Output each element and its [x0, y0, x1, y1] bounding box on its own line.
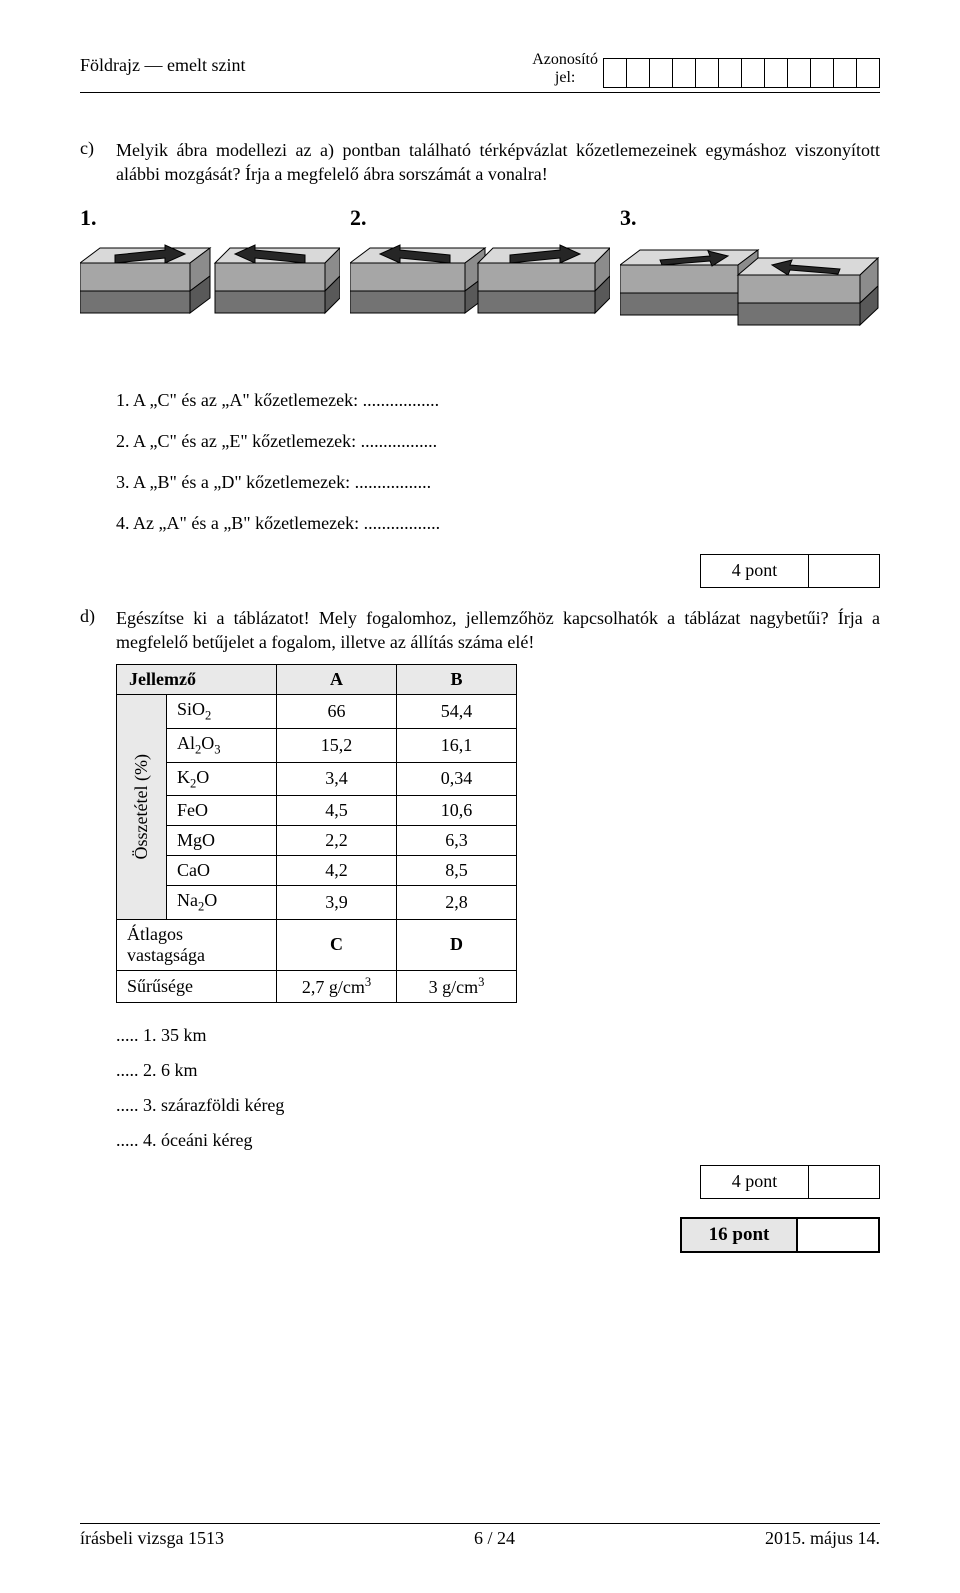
table-cell: 2,7 g/cm3 — [277, 970, 397, 1002]
table-cell: 3 g/cm3 — [397, 970, 517, 1002]
fill-item-4[interactable]: ..... 4. óceáni kéreg — [116, 1130, 880, 1151]
table-head-b: B — [397, 665, 517, 695]
points-box-4a: 4 pont — [700, 554, 880, 588]
id-cell[interactable] — [718, 58, 742, 88]
table-thickness-label: Átlagos vastagsága — [117, 919, 277, 970]
id-cell[interactable] — [626, 58, 650, 88]
table-cell: C — [277, 919, 397, 970]
table-row-label: FeO — [167, 796, 277, 826]
diagram-1: 1. — [80, 205, 340, 348]
id-cell[interactable] — [695, 58, 719, 88]
table-row-label: Na2O — [167, 886, 277, 920]
question-c-text: Melyik ábra modellezi az a) pontban talá… — [116, 138, 880, 187]
points-blank-total[interactable] — [798, 1219, 878, 1251]
table-cell: 54,4 — [397, 695, 517, 729]
id-cell[interactable] — [787, 58, 811, 88]
table-cell: 4,5 — [277, 796, 397, 826]
fill-item-3[interactable]: ..... 3. szárazföldi kéreg — [116, 1095, 880, 1116]
id-grid[interactable] — [604, 58, 880, 88]
answer-line-1[interactable]: 1. A „C" és az „A" kőzetlemezek: .......… — [116, 390, 880, 411]
composition-table: Jellemző A B Összetétel (%) SiO2 66 54,4… — [116, 664, 517, 1002]
points-label: 4 pont — [701, 1166, 809, 1198]
table-cell: D — [397, 919, 517, 970]
diagram-3: 3. — [620, 205, 880, 348]
id-cell[interactable] — [833, 58, 857, 88]
points-blank[interactable] — [809, 555, 879, 587]
table-cell: 66 — [277, 695, 397, 729]
answer-line-4[interactable]: 4. Az „A" és a „B" kőzetlemezek: .......… — [116, 513, 880, 534]
id-label-line1: Azonosító — [532, 51, 598, 68]
diagram-3-label: 3. — [620, 205, 880, 231]
table-cell: 3,9 — [277, 886, 397, 920]
question-d-text: Egészítse ki a táblázatot! Mely fogalomh… — [116, 606, 880, 655]
answer-lines: 1. A „C" és az „A" kőzetlemezek: .......… — [116, 390, 880, 534]
table-row-label: CaO — [167, 856, 277, 886]
id-block: Azonosító jel: — [532, 55, 880, 90]
plate-diagram-1-svg — [80, 233, 340, 348]
id-label-line2: jel: — [555, 69, 575, 86]
footer-center: 6 / 24 — [474, 1528, 515, 1549]
id-cell[interactable] — [856, 58, 880, 88]
table-row-label: SiO2 — [167, 695, 277, 729]
points-blank[interactable] — [809, 1166, 879, 1198]
diagram-1-label: 1. — [80, 205, 340, 231]
table-row-label: K2O — [167, 762, 277, 796]
question-c-marker: c) — [80, 138, 116, 187]
footer-left: írásbeli vizsga 1513 — [80, 1528, 224, 1549]
table-row-label: MgO — [167, 826, 277, 856]
table-cell: 10,6 — [397, 796, 517, 826]
thickness-l1: Átlagos — [127, 924, 183, 944]
diagrams-row: 1. 2. — [80, 205, 880, 348]
fill-item-1[interactable]: ..... 1. 35 km — [116, 1025, 880, 1046]
question-d-marker: d) — [80, 606, 116, 655]
table-cell: 0,34 — [397, 762, 517, 796]
fill-item-2[interactable]: ..... 2. 6 km — [116, 1060, 880, 1081]
page-header: Földrajz — emelt szint Azonosító jel: — [80, 55, 880, 93]
points-box-4b: 4 pont — [700, 1165, 880, 1199]
table-cell: 16,1 — [397, 728, 517, 762]
table-cell: 6,3 — [397, 826, 517, 856]
points-label-total: 16 pont — [682, 1219, 798, 1251]
table-row-label: Al2O3 — [167, 728, 277, 762]
page-footer: írásbeli vizsga 1513 6 / 24 2015. május … — [80, 1523, 880, 1549]
question-d-row: d) Egészítse ki a táblázatot! Mely fogal… — [80, 606, 880, 655]
plate-diagram-2-svg — [350, 233, 610, 348]
table-cell: 8,5 — [397, 856, 517, 886]
fill-list: ..... 1. 35 km ..... 2. 6 km ..... 3. sz… — [116, 1025, 880, 1151]
answer-line-2[interactable]: 2. A „C" és az „E" kőzetlemezek: .......… — [116, 431, 880, 452]
table-side-label: Összetétel (%) — [127, 754, 156, 859]
subject-label: Földrajz — emelt szint — [80, 55, 245, 76]
id-cell[interactable] — [603, 58, 627, 88]
table-cell: 2,8 — [397, 886, 517, 920]
id-cell[interactable] — [649, 58, 673, 88]
table-density-label: Sűrűsége — [117, 970, 277, 1002]
diagram-2: 2. — [350, 205, 610, 348]
table-cell: 3,4 — [277, 762, 397, 796]
answer-line-3[interactable]: 3. A „B" és a „D" kőzetlemezek: ........… — [116, 472, 880, 493]
points-label: 4 pont — [701, 555, 809, 587]
diagram-2-label: 2. — [350, 205, 610, 231]
question-c-row: c) Melyik ábra modellezi az a) pontban t… — [80, 138, 880, 187]
id-cell[interactable] — [810, 58, 834, 88]
table-head-jellemzo: Jellemző — [117, 665, 277, 695]
thickness-l2: vastagsága — [127, 945, 205, 965]
id-cell[interactable] — [741, 58, 765, 88]
plate-diagram-3-svg — [620, 233, 880, 348]
table-head-a: A — [277, 665, 397, 695]
id-cell[interactable] — [672, 58, 696, 88]
table-cell: 4,2 — [277, 856, 397, 886]
id-cell[interactable] — [764, 58, 788, 88]
table-cell: 2,2 — [277, 826, 397, 856]
table-side-label-cell: Összetétel (%) — [117, 695, 167, 919]
id-label: Azonosító jel: — [532, 51, 598, 86]
points-box-16: 16 pont — [680, 1217, 880, 1253]
table-cell: 15,2 — [277, 728, 397, 762]
footer-right: 2015. május 14. — [765, 1528, 880, 1549]
